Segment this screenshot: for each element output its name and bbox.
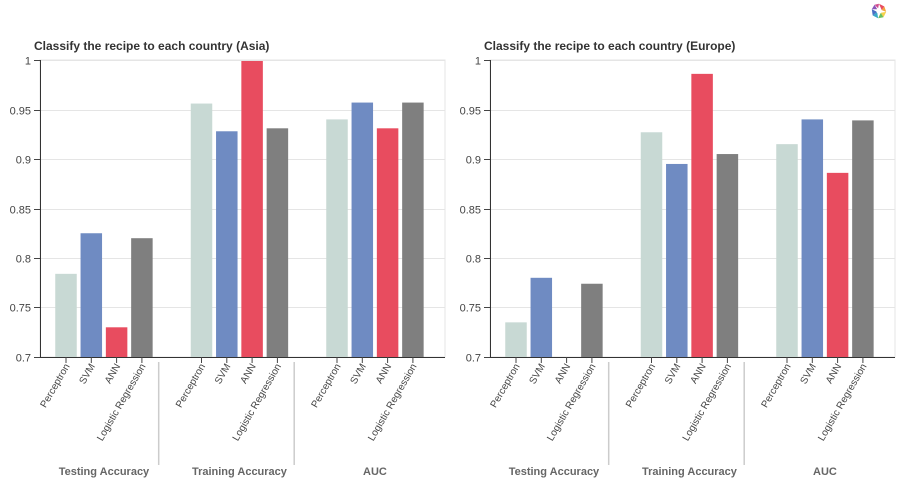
x-tick-label: Logistic Regression	[231, 362, 284, 443]
group-label: Testing Accuracy	[59, 466, 150, 478]
x-tick-label: Logistic Regression	[366, 362, 419, 443]
bar	[55, 273, 77, 357]
y-tick-label: 0.75	[10, 303, 31, 315]
x-tick-label: SVM	[78, 362, 98, 386]
x-tick-label: Perceptron	[624, 362, 658, 410]
bar	[666, 163, 688, 357]
x-tick-label: ANN	[824, 362, 844, 386]
y-tick-label: 0.8	[466, 254, 481, 266]
bar	[505, 322, 527, 357]
y-tick-label: 0.9	[466, 155, 481, 167]
group-label: AUC	[813, 466, 837, 478]
bar	[801, 119, 824, 358]
bar	[776, 144, 798, 357]
bar	[351, 102, 374, 357]
y-tick-label: 0.9	[16, 155, 31, 167]
bar	[326, 119, 348, 358]
bar	[852, 120, 874, 357]
bar	[402, 102, 424, 357]
x-tick-label: ANN	[553, 362, 573, 386]
bar	[530, 277, 553, 357]
group-label: Training Accuracy	[642, 466, 738, 478]
x-tick-label: ANN	[374, 362, 394, 386]
bar	[376, 128, 399, 357]
bar	[105, 327, 128, 357]
y-tick-label: 0.95	[10, 106, 31, 118]
x-tick-label: ANN	[103, 362, 123, 386]
bar	[131, 238, 153, 357]
x-tick-label: Logistic Regression	[95, 362, 148, 443]
y-tick-label: 0.8	[16, 254, 31, 266]
bar	[716, 154, 739, 357]
x-tick-label: SVM	[799, 362, 819, 386]
chart-title: Classify the recipe to each country (Asi…	[34, 39, 270, 53]
bar	[581, 283, 603, 357]
bar	[266, 128, 289, 357]
x-tick-label: SVM	[528, 362, 548, 386]
bar	[826, 172, 849, 357]
y-tick-label: 0.75	[460, 303, 481, 315]
bar	[80, 233, 103, 357]
x-tick-label: Perceptron	[174, 362, 208, 410]
x-tick-label: SVM	[213, 362, 233, 386]
y-tick-label: 1	[25, 56, 31, 68]
bar	[691, 73, 713, 358]
x-tick-label: SVM	[663, 362, 683, 386]
x-tick-label: Perceptron	[760, 362, 794, 410]
group-label: AUC	[363, 466, 387, 478]
y-tick-label: 0.7	[16, 353, 31, 365]
bar	[190, 103, 213, 357]
chart-europe: Classify the recipe to each country (Eur…	[450, 0, 900, 485]
bokeh-logo-icon[interactable]	[870, 2, 888, 20]
x-tick-label: Perceptron	[39, 362, 73, 410]
group-label: Training Accuracy	[192, 466, 288, 478]
x-tick-label: Logistic Regression	[545, 362, 598, 443]
x-tick-label: Perceptron	[310, 362, 344, 410]
y-tick-label: 0.95	[460, 106, 481, 118]
x-tick-label: Logistic Regression	[816, 362, 869, 443]
x-tick-label: ANN	[239, 362, 259, 386]
chart-title: Classify the recipe to each country (Eur…	[484, 39, 736, 53]
x-tick-label: Perceptron	[489, 362, 523, 410]
bar	[241, 60, 263, 358]
x-tick-label: ANN	[689, 362, 709, 386]
bar	[640, 132, 663, 357]
bar	[216, 131, 238, 357]
x-tick-label: Logistic Regression	[681, 362, 734, 443]
y-tick-label: 1	[475, 56, 481, 68]
group-label: Testing Accuracy	[509, 466, 600, 478]
x-tick-label: SVM	[349, 362, 369, 386]
y-tick-label: 0.7	[466, 353, 481, 365]
y-tick-label: 0.85	[460, 205, 481, 217]
y-tick-label: 0.85	[10, 205, 31, 217]
chart-asia: Classify the recipe to each country (Asi…	[10, 39, 446, 478]
